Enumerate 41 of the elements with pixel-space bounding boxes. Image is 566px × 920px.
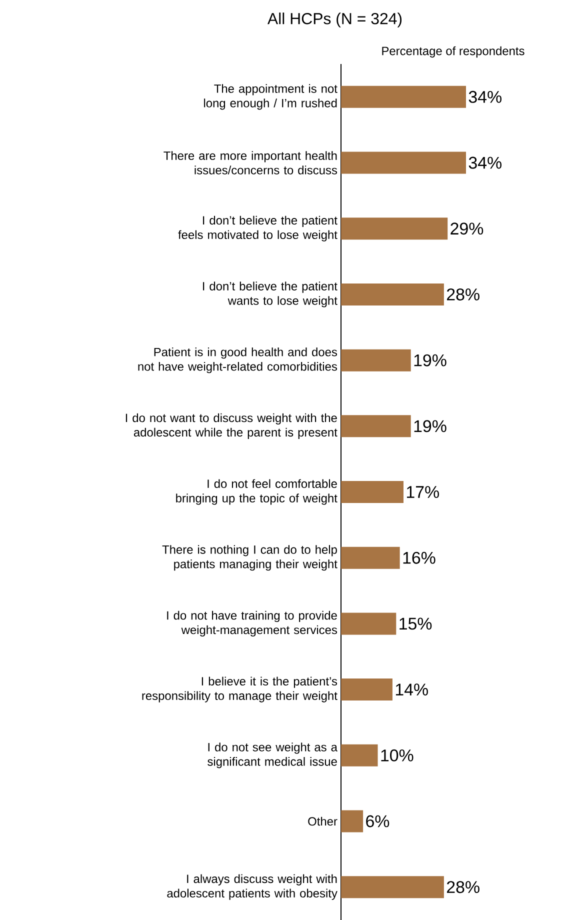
y-tick-label: I do not want to discuss weight with the adolescent while the parent is present [126, 413, 338, 439]
bar [341, 546, 400, 569]
data-label: 34% [468, 90, 502, 103]
bar [341, 86, 466, 108]
data-label: 10% [381, 749, 414, 762]
bar [341, 810, 364, 832]
bar [341, 218, 448, 240]
data-label: 34% [468, 156, 502, 169]
data-label: 16% [403, 552, 436, 564]
y-tick-label: I believe it is the patient’s responsibility to manage their weight [142, 676, 338, 702]
y-tick-label: I do not see weight as a significant medical issue [208, 742, 338, 768]
chart-title: All HCPs (N = 324) [267, 12, 402, 28]
y-tick-label: There is nothing I can do to help patients managing their weight [162, 545, 338, 571]
bar [341, 744, 378, 766]
y-tick-label: I don’t believe the patient feels motivated to lose weight [178, 216, 338, 242]
bar [341, 349, 411, 372]
x-axis-title: Percentage of respondents [382, 46, 524, 58]
bar [341, 152, 466, 174]
data-label: 6% [366, 815, 390, 828]
y-tick-label: Other [308, 816, 338, 826]
y-tick-label: The appointment is not long enough / I’m rushed [204, 84, 338, 110]
data-label: 15% [400, 618, 432, 630]
data-label: 14% [396, 684, 428, 696]
data-label: 28% [446, 288, 480, 300]
data-label: 19% [414, 354, 446, 366]
bar [341, 481, 404, 504]
data-label: 29% [450, 222, 484, 235]
bar [341, 612, 396, 635]
y-tick-label: I don’t believe the patient wants to lose weight [203, 282, 338, 308]
bar [341, 678, 392, 701]
y-tick-label: I always discuss weight with adolescent patients with obesity [167, 874, 338, 900]
y-tick-label: Patient is in good health and does not have weight-related comorbidities [138, 348, 338, 374]
bar [341, 283, 444, 306]
data-label: 28% [446, 881, 480, 894]
data-label: 17% [406, 486, 439, 498]
data-label: 19% [414, 420, 446, 432]
y-tick-label: There are more important health issues/concerns to discuss [164, 151, 338, 174]
y-tick-label: I do not feel comfortable bringing up the topic of weight [176, 479, 338, 505]
bar [341, 415, 411, 438]
y-tick-label: I do not have training to provide weight-management services [167, 610, 338, 636]
bar [341, 876, 444, 898]
